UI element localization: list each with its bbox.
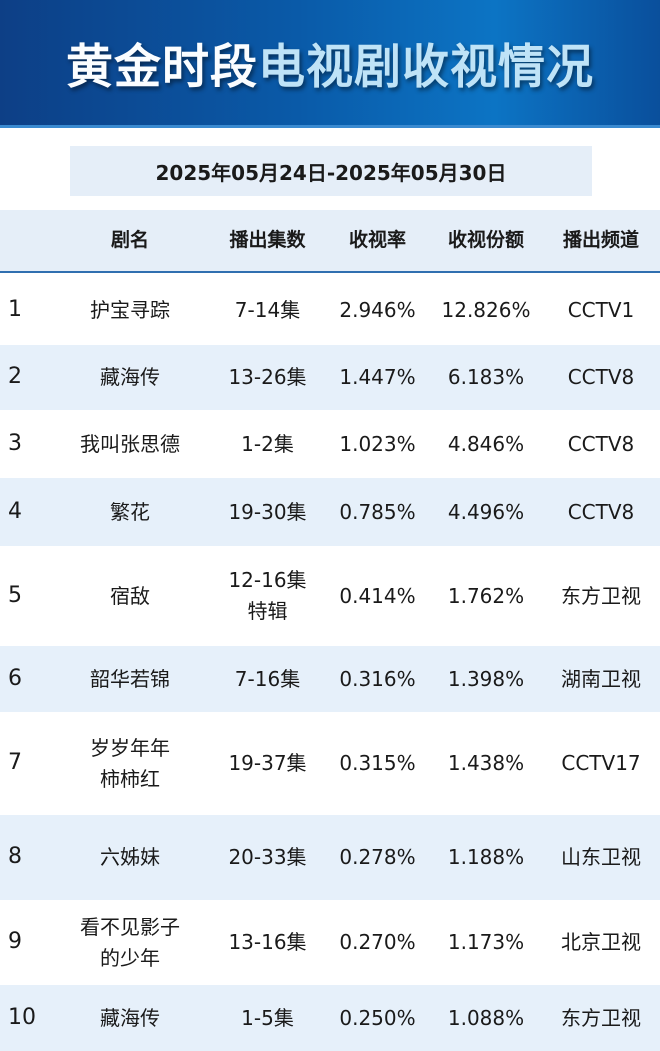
cell-share: 4.846% [447, 431, 525, 456]
cell-share: 1.188% [447, 845, 525, 869]
cell-name: 韶华若锦 [90, 666, 170, 691]
cell-rating: 0.250% [339, 1005, 416, 1030]
title-banner: 黄金时段电视剧收视情况 [0, 0, 660, 128]
cell-share: 4.496% [447, 499, 525, 524]
cell-rank: 10 [8, 1004, 36, 1030]
cell-share: 1.088% [447, 1005, 525, 1030]
cell-name: 六姊妹 [100, 845, 160, 869]
table-row: 2 藏海传 13-26集 1.447% 6.183% CCTV8 [0, 345, 660, 410]
cell-rating: 0.315% [339, 751, 416, 775]
cell-share: 12.826% [441, 297, 531, 322]
cell-channel: CCTV8 [567, 365, 635, 389]
cell-rating: 0.270% [339, 930, 416, 954]
cell-episodes: 20-33集 [228, 845, 307, 869]
table-row: 5 宿敌 12-16集特辑 0.414% 1.762% 东方卫视 [0, 546, 660, 646]
cell-rank: 4 [8, 498, 22, 524]
cell-share: 1.398% [447, 666, 525, 691]
cell-episodes: 13-16集 [228, 930, 307, 954]
cell-share: 1.438% [447, 751, 525, 775]
title-part-1: 黄金时段 [66, 40, 258, 95]
cell-channel: CCTV8 [567, 431, 635, 456]
table-header: 剧名 播出集数 收视率 收视份额 播出频道 [0, 210, 660, 273]
cell-rating: 1.023% [339, 431, 416, 456]
cell-name: 护宝寻踪 [90, 297, 170, 322]
table-row: 3 我叫张思德 1-2集 1.023% 4.846% CCTV8 [0, 410, 660, 478]
page-title: 黄金时段电视剧收视情况 [66, 28, 594, 97]
table-row: 4 繁花 19-30集 0.785% 4.496% CCTV8 [0, 478, 660, 546]
cell-rank: 7 [8, 750, 22, 776]
cell-rank: 1 [8, 296, 22, 322]
header-channel: 播出频道 [562, 228, 639, 251]
cell-episodes: 1-5集 [241, 1005, 294, 1030]
cell-name: 宿敌 [110, 583, 150, 608]
table-row: 10 藏海传 1-5集 0.250% 1.088% 东方卫视 [0, 985, 660, 1051]
table-row: 9 看不见影子的少年 13-16集 0.270% 1.173% 北京卫视 [0, 900, 660, 985]
title-part-2: 电视剧收视情况 [258, 40, 594, 95]
cell-channel: 山东卫视 [561, 845, 641, 869]
cell-rating: 0.785% [339, 499, 416, 524]
cell-rating: 2.946% [339, 297, 416, 322]
cell-rating: 0.278% [339, 845, 416, 869]
cell-name: 藏海传 [100, 1005, 160, 1030]
cell-channel: CCTV8 [567, 499, 635, 524]
table-row: 8 六姊妹 20-33集 0.278% 1.188% 山东卫视 [0, 815, 660, 900]
cell-channel: CCTV1 [567, 297, 635, 322]
header-name: 剧名 [110, 228, 149, 251]
cell-episodes: 12-16集特辑 [228, 568, 307, 623]
date-range: 2025年05月24日-2025年05月30日 [70, 146, 592, 196]
cell-rating: 0.414% [339, 583, 416, 608]
table-row: 6 韶华若锦 7-16集 0.316% 1.398% 湖南卫视 [0, 646, 660, 712]
cell-name: 我叫张思德 [80, 431, 180, 456]
table-row: 7 岁岁年年柿柿红 19-37集 0.315% 1.438% CCTV17 [0, 712, 660, 815]
cell-episodes: 13-26集 [228, 365, 307, 389]
cell-rating: 1.447% [339, 365, 416, 389]
cell-episodes: 19-37集 [228, 751, 307, 775]
cell-rank: 6 [8, 665, 22, 691]
cell-rank: 3 [8, 430, 22, 456]
cell-channel: 湖南卫视 [561, 666, 641, 691]
header-episodes: 播出集数 [229, 228, 306, 251]
cell-name: 岁岁年年柿柿红 [90, 735, 170, 791]
cell-episodes: 19-30集 [228, 499, 307, 524]
cell-episodes: 1-2集 [241, 431, 294, 456]
cell-rank: 9 [8, 929, 22, 955]
cell-share: 1.762% [447, 583, 525, 608]
cell-name: 看不见影子的少年 [80, 914, 180, 970]
table-row: 1 护宝寻踪 7-14集 2.946% 12.826% CCTV1 [0, 275, 660, 345]
cell-name: 藏海传 [100, 365, 160, 389]
header-share: 收视份额 [447, 228, 524, 251]
cell-episodes: 7-16集 [234, 666, 301, 691]
cell-channel: 东方卫视 [561, 1005, 641, 1030]
cell-share: 6.183% [447, 365, 525, 389]
cell-name: 繁花 [110, 499, 150, 524]
cell-rating: 0.316% [339, 666, 416, 691]
cell-channel: 北京卫视 [561, 930, 641, 954]
cell-rank: 2 [8, 364, 22, 390]
cell-channel: 东方卫视 [561, 583, 641, 608]
header-rating: 收视率 [348, 228, 406, 251]
cell-rank: 5 [8, 582, 22, 608]
cell-channel: CCTV17 [561, 751, 641, 775]
cell-share: 1.173% [447, 930, 525, 954]
cell-episodes: 7-14集 [234, 297, 301, 322]
cell-rank: 8 [8, 844, 22, 870]
